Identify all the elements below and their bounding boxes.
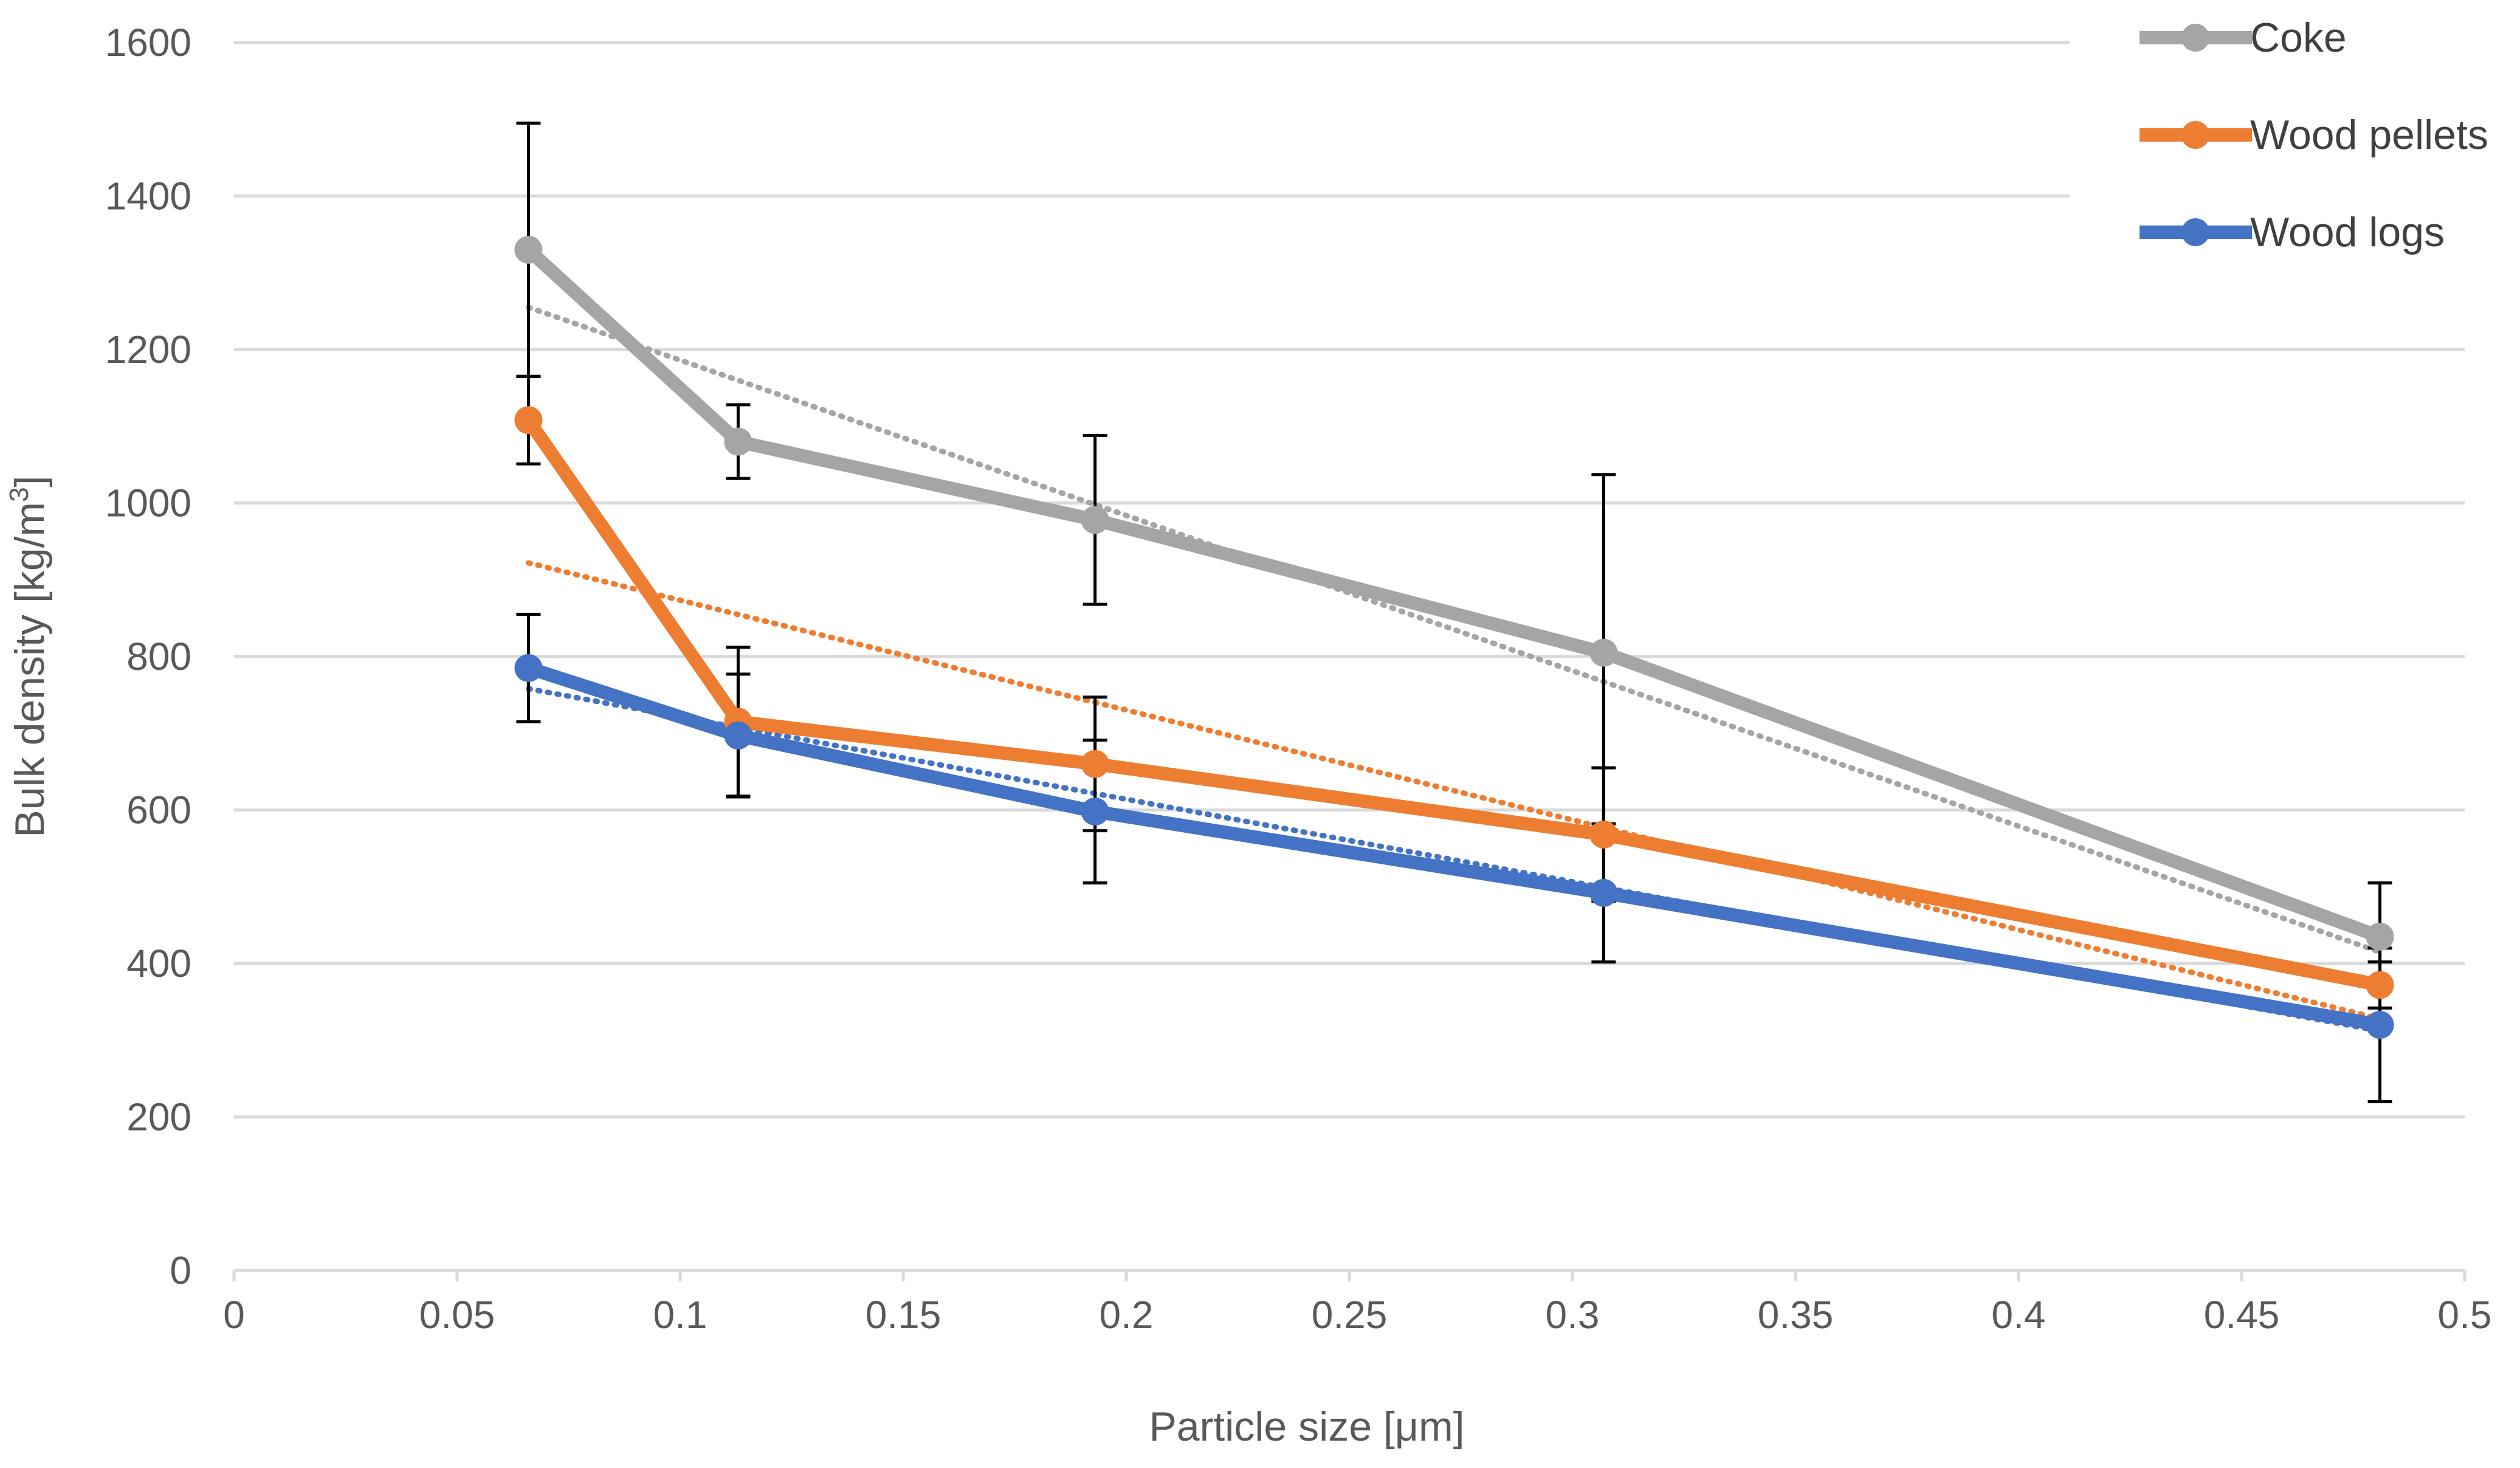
x-tick-label: 0.45 <box>2204 1293 2280 1337</box>
y-tick-label: 800 <box>126 635 191 678</box>
y-tick-label: 0 <box>170 1249 191 1292</box>
x-tick-label: 0.25 <box>1312 1293 1388 1337</box>
wood-logs-point <box>1081 798 1109 826</box>
wood-pellets-line <box>523 416 2381 992</box>
coke-line <box>524 244 2383 943</box>
y-tick-label: 1000 <box>105 481 191 525</box>
wood-logs-point <box>2366 1011 2394 1039</box>
wood-pellets-point <box>2366 971 2394 999</box>
legend-marker-coke <box>2181 24 2209 52</box>
legend-marker-wood-pellets <box>2181 121 2209 149</box>
series-markers <box>514 235 2394 1039</box>
tick-labels: 0 200 400 600 800 1000 1200 1400 1600 0 0.05 0.1 0.1… <box>105 21 2492 1337</box>
wood-logs-point <box>724 722 752 750</box>
x-tick-label: 0.35 <box>1758 1293 1834 1337</box>
wood-pellets-trendline <box>525 560 2383 1022</box>
coke-point <box>1589 638 1618 667</box>
wood-logs-line <box>526 661 2381 1032</box>
x-tick-label: 0 <box>223 1293 245 1337</box>
y-axis-title: Bulk density [kg/m3] <box>4 475 53 837</box>
legend-marker-wood-logs <box>2181 218 2209 246</box>
y-tick-label: 400 <box>126 942 191 985</box>
series-lines <box>523 244 2383 1032</box>
y-tick-label: 600 <box>126 788 191 832</box>
y-axis-title-sup: 3 <box>4 487 34 501</box>
wood-logs-point <box>514 653 543 682</box>
wood-pellets-point <box>1589 820 1618 849</box>
y-axis-title-close: ] <box>7 475 53 487</box>
coke-point <box>2366 922 2394 951</box>
x-tick-label: 0.1 <box>653 1293 707 1337</box>
coke-point <box>514 235 543 264</box>
x-tick-label: 0.4 <box>1992 1293 2046 1337</box>
legend: Coke Wood pellets Wood logs <box>2140 15 2488 255</box>
y-tick-label: 200 <box>126 1095 191 1139</box>
wood-pellets-point <box>1081 750 1109 778</box>
gridlines <box>234 41 2465 1118</box>
wood-logs-point <box>1589 878 1618 907</box>
x-tick-label: 0.5 <box>2438 1293 2492 1337</box>
axes <box>232 1269 2467 1281</box>
x-tick-label: 0.3 <box>1546 1293 1600 1337</box>
trendlines <box>525 305 2383 1034</box>
legend-label-wood-pellets: Wood pellets <box>2250 112 2488 158</box>
coke-point <box>1081 506 1109 534</box>
wood-pellets-point <box>514 406 543 435</box>
x-tick-label: 0.05 <box>419 1293 495 1337</box>
legend-label-coke: Coke <box>2250 15 2347 61</box>
coke-point <box>724 427 752 456</box>
coke-trendline <box>525 305 2383 955</box>
y-tick-label: 1600 <box>105 21 191 64</box>
x-tick-label: 0.15 <box>866 1293 942 1337</box>
x-tick-label: 0.2 <box>1100 1293 1154 1337</box>
x-axis-title: Particle size [μm] <box>1149 1404 1464 1450</box>
y-tick-label: 1400 <box>105 174 191 218</box>
y-tick-label: 1200 <box>105 328 191 371</box>
y-axis-title-main: Bulk density [kg/m <box>7 502 53 838</box>
legend-label-wood-logs: Wood logs <box>2250 209 2445 255</box>
